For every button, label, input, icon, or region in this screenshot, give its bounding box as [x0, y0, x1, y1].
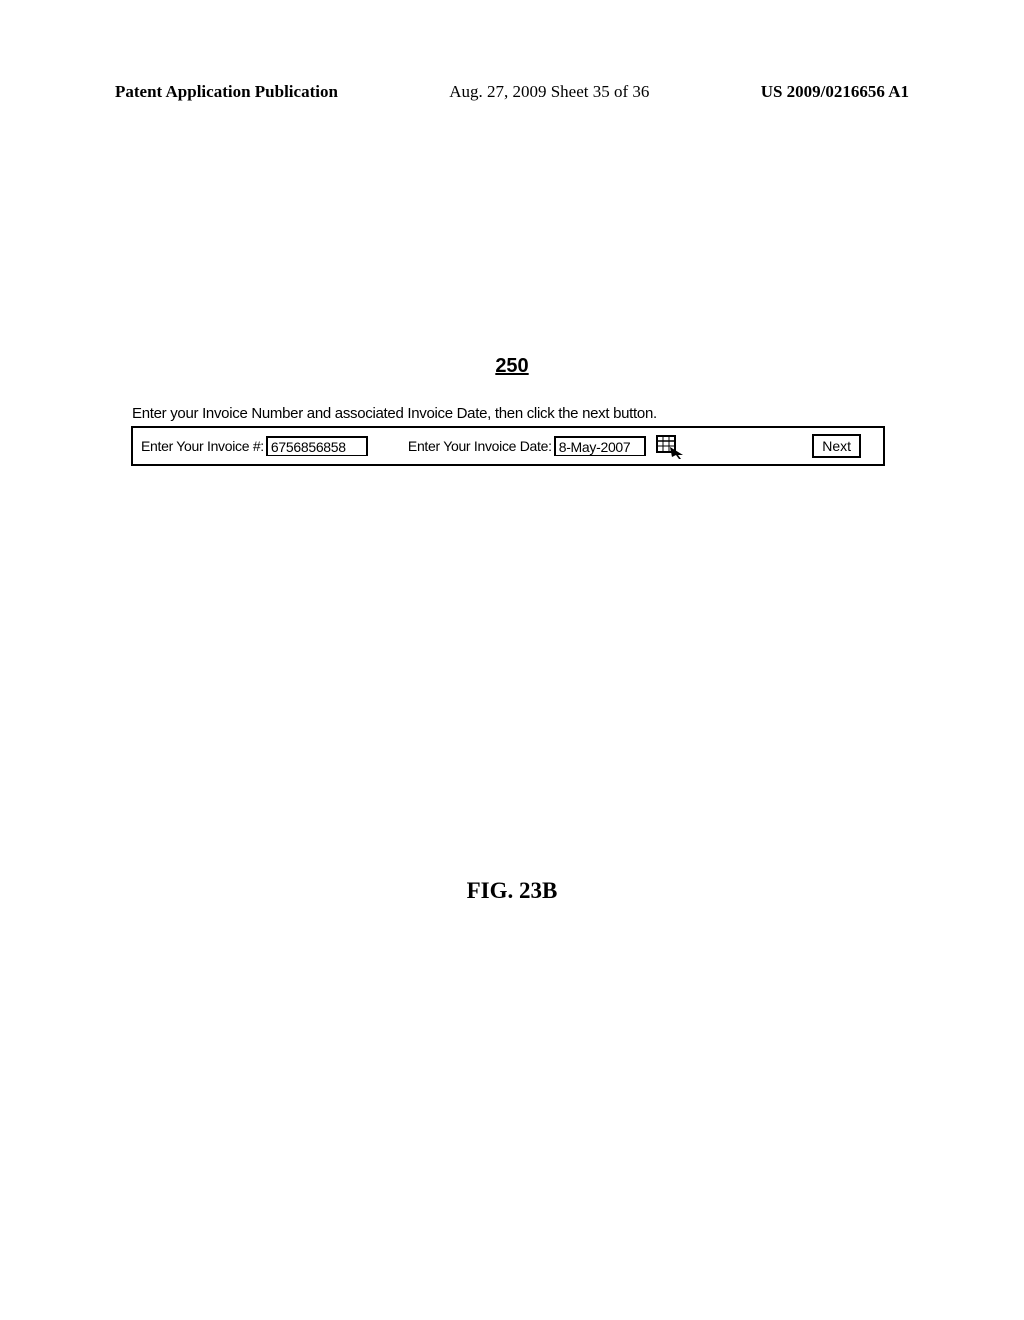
invoice-number-label: Enter Your Invoice #: [141, 438, 264, 454]
instruction-text: Enter your Invoice Number and associated… [132, 405, 657, 422]
calendar-picker-icon[interactable] [656, 433, 684, 459]
invoice-number-input[interactable] [266, 436, 368, 456]
invoice-date-input[interactable] [554, 436, 646, 456]
header-publication: Patent Application Publication [115, 82, 338, 102]
figure-label: FIG. 23B [0, 878, 1024, 904]
figure-reference-number: 250 [0, 355, 1024, 378]
next-button[interactable]: Next [812, 434, 861, 458]
page-header: Patent Application Publication Aug. 27, … [115, 82, 909, 102]
invoice-form-panel: Enter Your Invoice #: Enter Your Invoice… [131, 426, 885, 466]
header-date-sheet: Aug. 27, 2009 Sheet 35 of 36 [449, 82, 649, 102]
patent-page: Patent Application Publication Aug. 27, … [0, 0, 1024, 1320]
header-patent-number: US 2009/0216656 A1 [761, 82, 909, 102]
invoice-date-label: Enter Your Invoice Date: [408, 438, 552, 454]
